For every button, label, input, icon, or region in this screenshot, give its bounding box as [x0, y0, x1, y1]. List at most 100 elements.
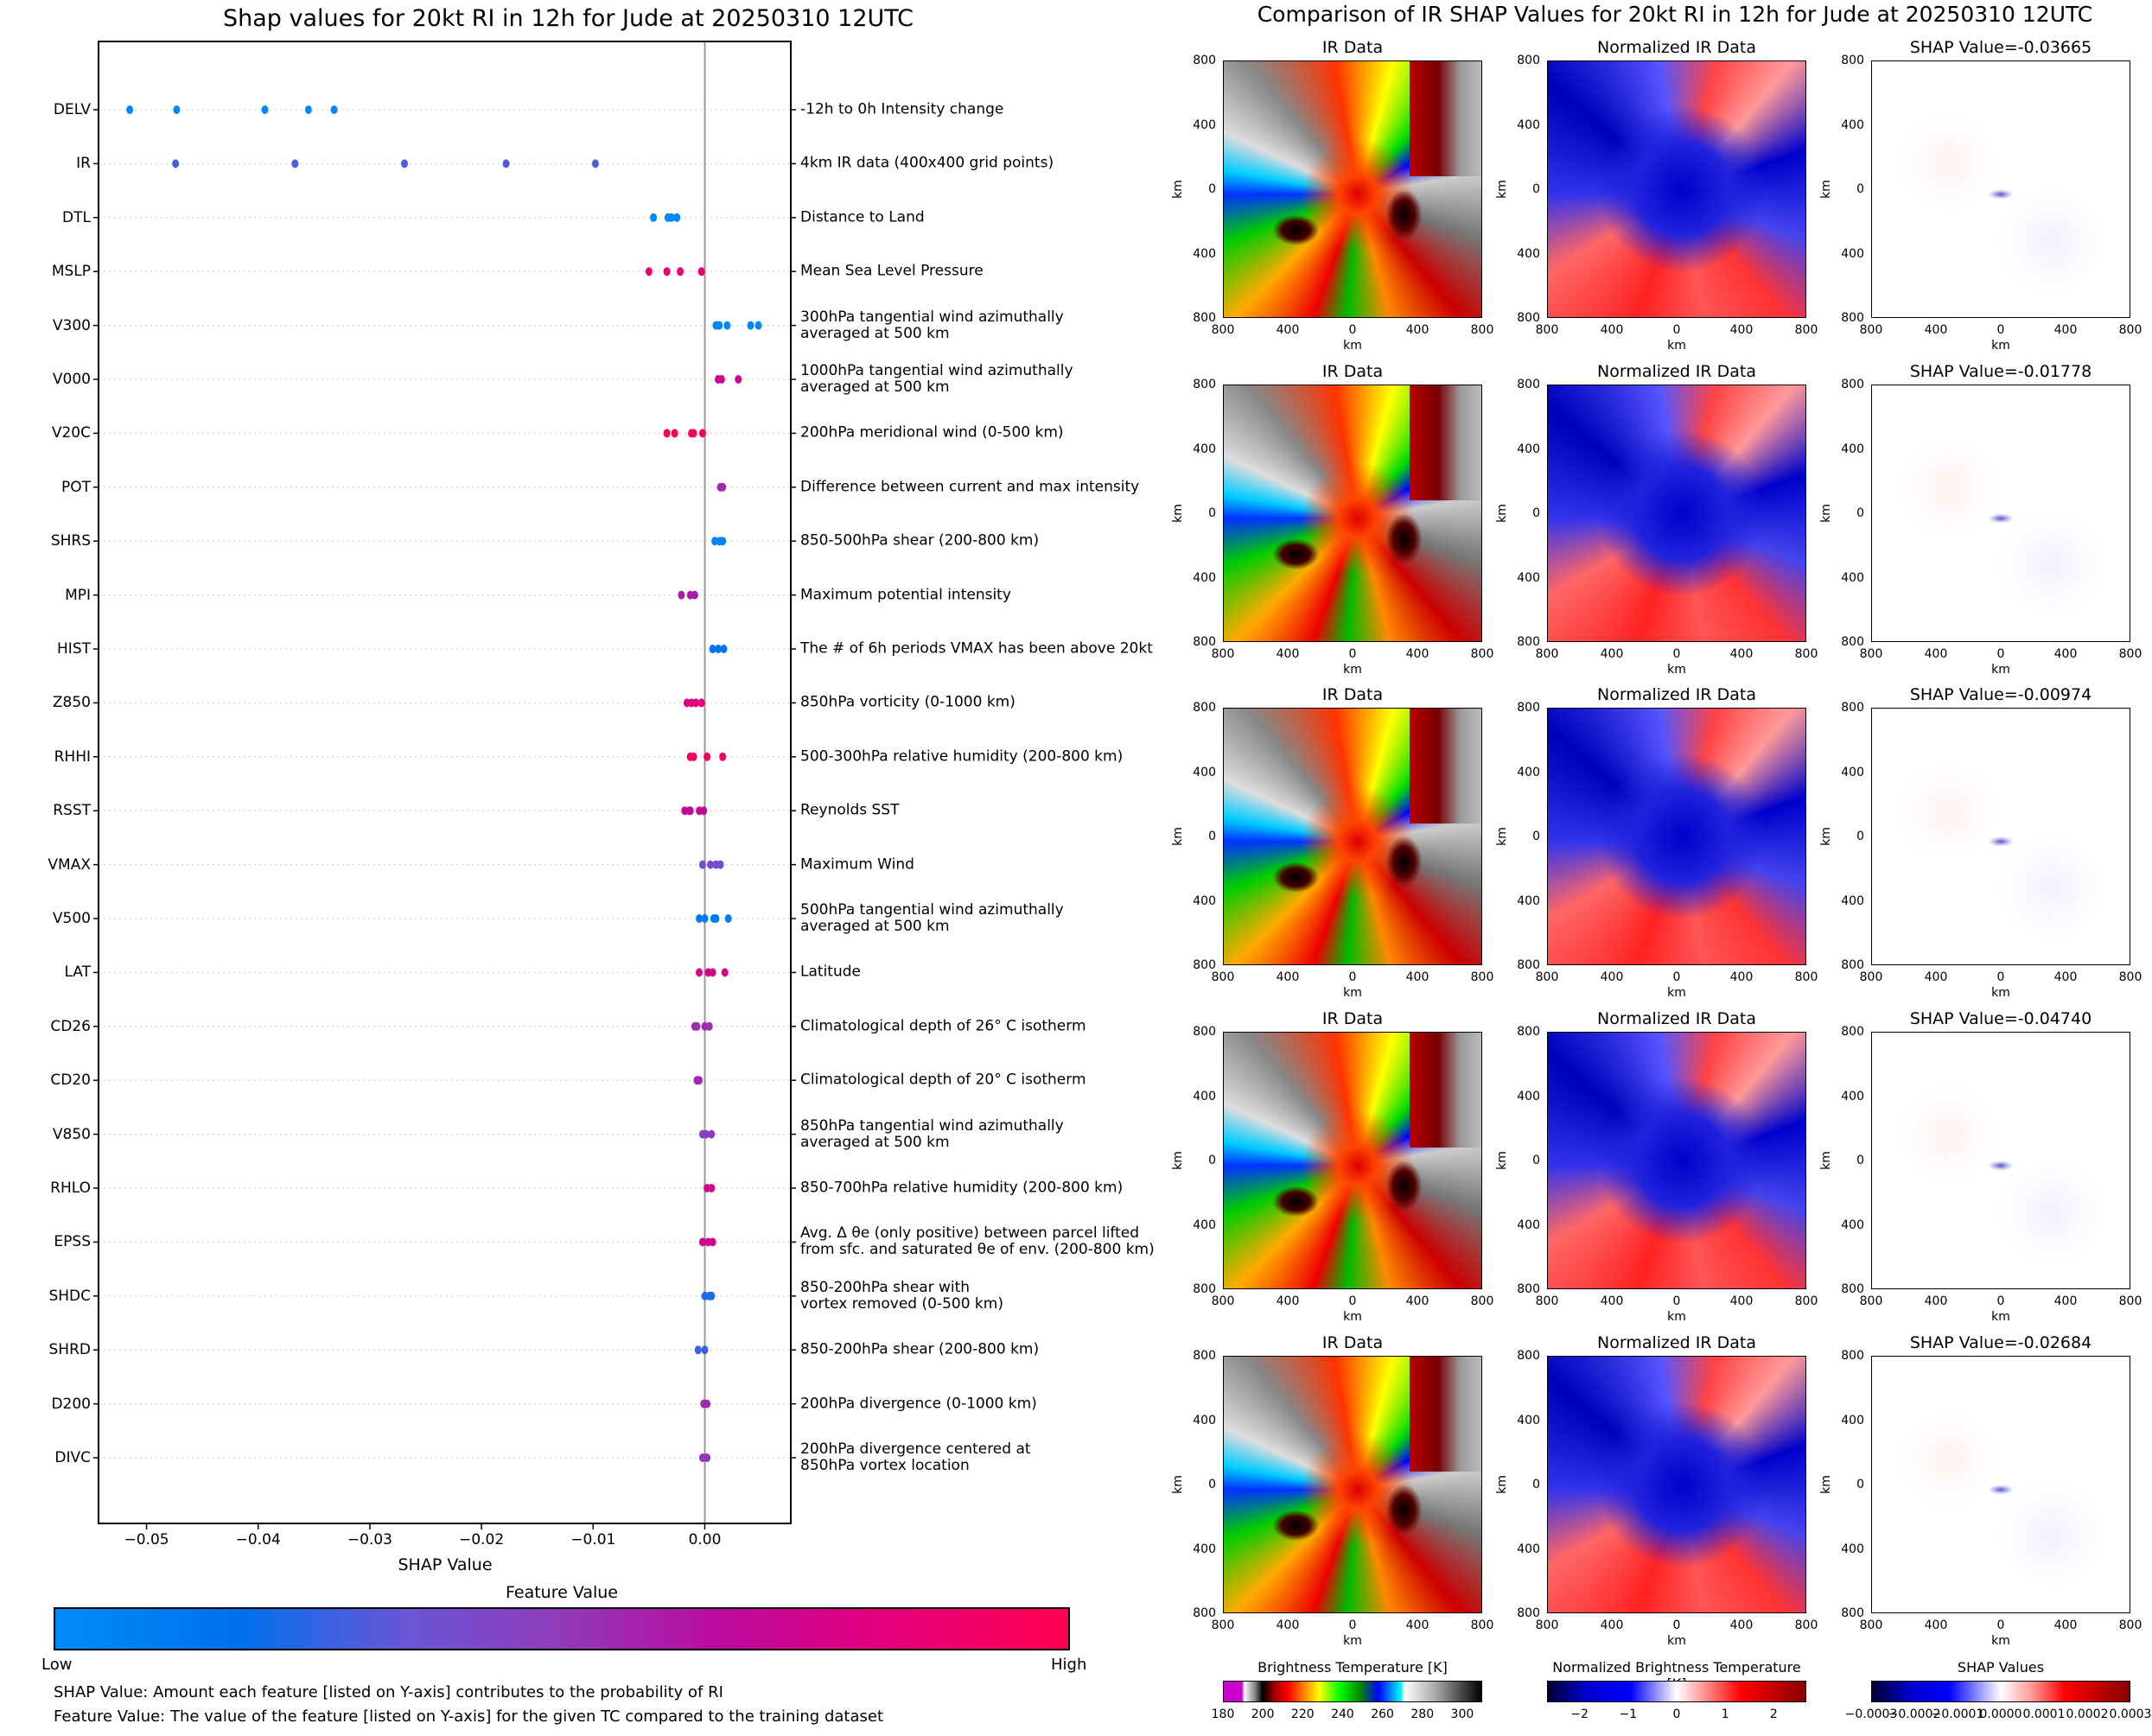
y-axis-label: km — [1171, 504, 1185, 523]
y-tick-label: 800 — [1193, 958, 1216, 972]
y-tick-label: 800 — [1193, 701, 1216, 715]
colorbar-tick-label: 0.0000 — [1979, 1707, 2022, 1721]
x-axis-label: km — [1991, 663, 2010, 677]
y-tick-label: 0 — [1532, 1478, 1540, 1491]
y-tick-label: 800 — [1193, 1349, 1216, 1363]
x-tick-label: 800 — [1535, 647, 1559, 661]
shap-dot-v20c — [690, 429, 697, 438]
shap-map-image — [1871, 60, 2130, 318]
y-tick-label: 800 — [1841, 701, 1864, 715]
feature-label-shdc: SHDC — [48, 1287, 91, 1305]
ir-data-title: IR Data — [1321, 685, 1384, 704]
y-tick-label: 400 — [1193, 118, 1216, 132]
shap-dot-v500 — [724, 914, 732, 923]
x-axis-label: km — [1667, 339, 1686, 353]
y-tick-label: 800 — [1517, 1606, 1540, 1620]
colorbar-tick-label: 200 — [1251, 1707, 1275, 1721]
x-axis-label: km — [1343, 986, 1362, 1000]
x-tick-label: 800 — [1859, 647, 1883, 661]
y-tick-label: 400 — [1193, 1413, 1216, 1428]
feature-description-v20c: 200hPa meridional wind (0-500 km) — [800, 423, 1064, 442]
x-tick-label: 400 — [1729, 970, 1754, 984]
ir-comparison-title: Comparison of IR SHAP Values for 20kt RI… — [1257, 2, 2093, 27]
x-tick-label: 800 — [2118, 970, 2142, 984]
x-tick-label: 800 — [1794, 1294, 1818, 1308]
y-tick-label: 400 — [1517, 118, 1540, 132]
ir-brightness-image — [1223, 60, 1482, 318]
x-axis-label: km — [1991, 1310, 2010, 1324]
shap-dot-v300 — [747, 321, 754, 330]
feature-label-delv: DELV — [53, 101, 91, 118]
x-tick-label: 400 — [1405, 1618, 1429, 1632]
shap-dot-ir — [291, 159, 299, 169]
shap-dot-pot — [719, 482, 727, 492]
feature-description-delv: -12h to 0h Intensity change — [800, 100, 1004, 118]
x-tick-label: 800 — [1470, 647, 1494, 661]
y-tick-label: 800 — [1193, 635, 1216, 649]
x-tick-label: 0 — [1672, 323, 1681, 337]
y-tick-label: 400 — [1517, 570, 1540, 585]
y-tick-label: 400 — [1841, 893, 1864, 908]
x-tick-label: 0 — [1672, 970, 1681, 984]
shap-dot-dtl — [667, 213, 675, 222]
shap-values-colorbar-title: SHAP Values — [1957, 1659, 2045, 1676]
colorbar-tick-label: 0 — [1672, 1707, 1681, 1721]
y-axis-label: km — [1495, 1475, 1509, 1494]
x-axis-label: km — [1991, 986, 2010, 1000]
x-tick-label: 400 — [2053, 1294, 2078, 1308]
y-tick-label: 800 — [1841, 378, 1864, 391]
colorbar-low-label: Low — [41, 1656, 73, 1674]
x-tick-label: 400 — [1924, 1618, 1948, 1632]
shap-map-image — [1871, 1032, 2130, 1289]
shap-dot-v300 — [754, 321, 762, 330]
feature-label-epss: EPSS — [54, 1233, 91, 1251]
feature-label-cd26: CD26 — [50, 1017, 91, 1035]
x-tick-label: 800 — [1211, 1618, 1235, 1632]
y-tick-label: 400 — [1517, 442, 1540, 456]
shap-map-image — [1871, 385, 2130, 642]
x-tick-label: −0.05 — [124, 1531, 169, 1548]
shap-dot-rhhi — [690, 752, 697, 761]
shap-dot-v500 — [712, 914, 720, 923]
x-tick-label: 800 — [1470, 1294, 1494, 1308]
plot-frame — [98, 41, 792, 1524]
feature-description-d200: 200hPa divergence (0-1000 km) — [800, 1395, 1037, 1413]
y-tick-label: 800 — [1193, 1282, 1216, 1296]
shap-dot-lat — [709, 968, 716, 977]
y-axis-label: km — [1171, 180, 1185, 199]
colorbar-high-label: High — [1051, 1656, 1087, 1674]
x-axis-label: km — [1667, 986, 1686, 1000]
x-tick-label: −0.03 — [347, 1531, 392, 1548]
x-tick-label: 400 — [1729, 1618, 1754, 1632]
y-tick-label: 800 — [1841, 1025, 1864, 1039]
y-tick-label: 400 — [1841, 1542, 1864, 1556]
feature-description-v300: 300hPa tangential wind azimuthally avera… — [800, 308, 1064, 342]
y-tick-label: 0 — [1856, 1154, 1864, 1167]
normalized-temperature-colorbar — [1547, 1681, 1806, 1702]
shap-dot-epss — [709, 1237, 716, 1247]
feature-description-mpi: Maximum potential intensity — [800, 586, 1011, 604]
feature-description-vmax: Maximum Wind — [800, 855, 914, 874]
shap-dot-mslp — [663, 267, 671, 277]
x-tick-label: 0 — [1672, 1618, 1681, 1632]
x-tick-label: 0 — [1672, 1294, 1681, 1308]
y-tick-label: 800 — [1517, 311, 1540, 325]
feature-label-rhlo: RHLO — [50, 1180, 91, 1197]
y-tick-label: 400 — [1841, 570, 1864, 585]
x-axis-label: km — [1343, 663, 1362, 677]
y-tick-label: 400 — [1193, 1542, 1216, 1556]
shap-dot-shrd — [701, 1345, 709, 1355]
feature-label-z850: Z850 — [52, 694, 91, 712]
y-tick-label: 800 — [1517, 701, 1540, 715]
shap-dot-delv — [261, 105, 269, 114]
x-tick-label: 400 — [1600, 647, 1624, 661]
colorbar-tick-label: 0.0003 — [2109, 1707, 2152, 1721]
y-tick-label: 800 — [1517, 1349, 1540, 1363]
x-tick-label: −0.04 — [235, 1531, 281, 1548]
y-tick-label: 400 — [1193, 893, 1216, 908]
feature-description-shdc: 850-200hPa shear with vortex removed (0-… — [800, 1278, 1003, 1313]
feature-label-lat: LAT — [64, 963, 91, 982]
colorbar-tick-label: 300 — [1450, 1707, 1474, 1721]
x-tick-label: 400 — [1405, 970, 1429, 984]
feature-colorbar-title: Feature Value — [505, 1583, 618, 1602]
